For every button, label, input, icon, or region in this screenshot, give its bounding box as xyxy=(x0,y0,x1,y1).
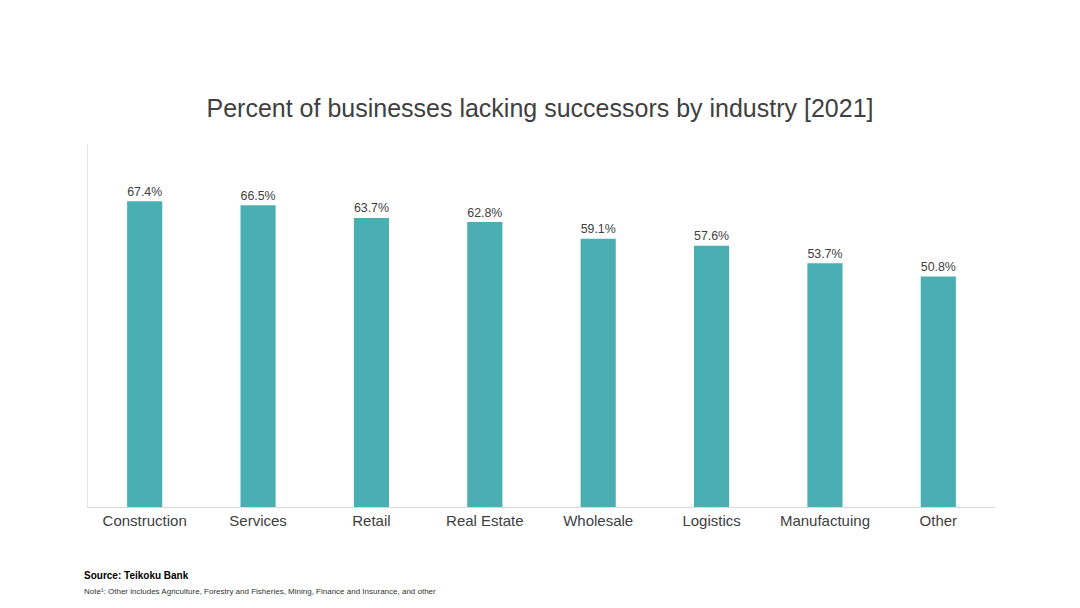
svg-text:Logistics: Logistics xyxy=(682,512,740,529)
svg-text:Services: Services xyxy=(229,512,287,529)
svg-text:62.8%: 62.8% xyxy=(467,206,502,220)
svg-text:63.7%: 63.7% xyxy=(354,201,389,215)
svg-text:Source: Teikoku Bank: Source: Teikoku Bank xyxy=(84,570,189,581)
svg-text:50.8%: 50.8% xyxy=(921,260,956,274)
svg-text:Note¹: Other includes Agricult: Note¹: Other includes Agriculture, Fores… xyxy=(84,587,436,596)
svg-text:Wholesale: Wholesale xyxy=(563,512,633,529)
svg-text:Percent of businesses lacking: Percent of businesses lacking successors… xyxy=(206,94,873,122)
svg-text:67.4%: 67.4% xyxy=(127,185,162,199)
svg-text:59.1%: 59.1% xyxy=(581,222,616,236)
svg-text:57.6%: 57.6% xyxy=(694,229,729,243)
svg-text:Real Estate: Real Estate xyxy=(446,512,524,529)
svg-text:Manufactuing: Manufactuing xyxy=(780,512,870,529)
svg-text:Construction: Construction xyxy=(103,512,187,529)
svg-text:53.7%: 53.7% xyxy=(807,247,842,261)
svg-text:Other: Other xyxy=(920,512,958,529)
svg-text:66.5%: 66.5% xyxy=(241,189,276,203)
svg-text:Retail: Retail xyxy=(352,512,390,529)
